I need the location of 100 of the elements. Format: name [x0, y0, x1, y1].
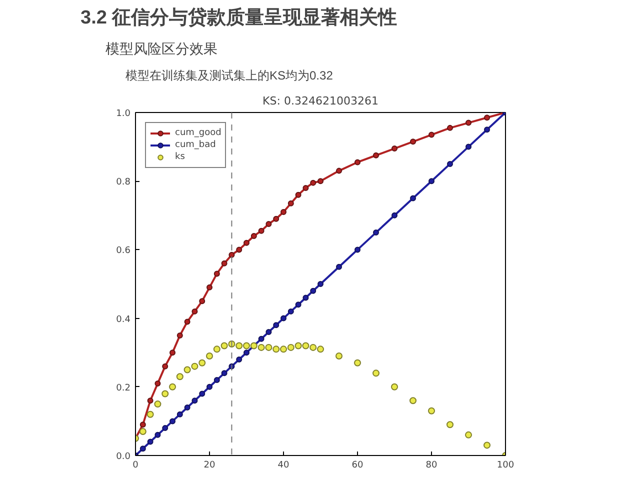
- point: [302, 294, 309, 301]
- x-tick-label: 100: [496, 460, 514, 470]
- legend-label: cum_bad: [175, 139, 216, 151]
- y-tick-label: 0.8: [116, 178, 131, 188]
- point: [336, 168, 342, 174]
- x-tick-label: 20: [204, 460, 216, 470]
- point: [244, 350, 250, 356]
- point: [146, 410, 154, 418]
- point: [191, 362, 198, 370]
- point: [318, 281, 324, 287]
- point: [354, 359, 361, 366]
- point: [410, 138, 416, 145]
- point: [466, 144, 472, 150]
- point: [236, 356, 242, 362]
- point: [243, 342, 250, 350]
- point: [214, 377, 220, 384]
- point: [287, 344, 294, 351]
- point: [310, 288, 316, 294]
- point: [484, 126, 490, 133]
- point: [198, 359, 206, 366]
- point: [354, 159, 360, 166]
- point: [392, 212, 398, 218]
- point: [302, 342, 310, 350]
- chart-subtitle: 模型风险区分效果: [106, 40, 218, 56]
- y-tick-label: 1.0: [116, 109, 131, 119]
- point: [213, 346, 220, 353]
- legend-label: ks: [175, 151, 186, 163]
- point: [273, 322, 280, 328]
- point: [228, 252, 235, 258]
- point: [272, 346, 280, 353]
- point: [221, 370, 228, 376]
- point: [140, 446, 146, 452]
- point: [250, 232, 257, 239]
- point: [318, 178, 324, 184]
- point: [354, 246, 360, 253]
- point: [266, 329, 272, 336]
- point: [176, 373, 184, 380]
- point: [317, 346, 324, 353]
- point: [373, 152, 379, 158]
- point: [214, 270, 220, 277]
- point: [170, 418, 176, 424]
- point: [147, 398, 154, 404]
- point: [192, 308, 198, 314]
- point: [220, 342, 228, 350]
- point: [280, 346, 287, 353]
- point: [466, 120, 472, 126]
- point: [199, 390, 206, 397]
- point: [265, 344, 272, 351]
- point: [206, 384, 212, 390]
- point: [236, 246, 242, 253]
- point: [295, 192, 302, 198]
- point: [447, 160, 453, 167]
- point: [170, 350, 176, 356]
- y-tick-label: 0.4: [116, 314, 131, 325]
- point: [192, 398, 198, 404]
- point: [154, 400, 162, 408]
- y-tick-label: 0.6: [116, 246, 131, 256]
- point: [410, 397, 416, 404]
- point: [310, 344, 317, 351]
- point: [288, 200, 294, 206]
- chart-title: 3.2 征信分与贷款质量呈现显著相关性: [80, 6, 398, 28]
- point: [176, 332, 183, 338]
- point: [280, 208, 286, 215]
- y-tick-label: 0.2: [116, 383, 131, 394]
- point: [266, 220, 272, 227]
- point: [184, 318, 190, 325]
- point: [244, 240, 250, 246]
- y-tick-label: 0.0: [116, 452, 131, 462]
- point: [373, 230, 379, 236]
- point: [199, 298, 206, 304]
- point: [258, 228, 264, 234]
- point: [184, 366, 191, 374]
- point: [446, 421, 454, 428]
- point: [169, 383, 176, 390]
- point: [258, 344, 265, 351]
- point: [258, 336, 264, 342]
- point: [410, 195, 416, 202]
- point: [140, 422, 146, 428]
- x-tick-label: 60: [352, 460, 364, 470]
- point: [428, 407, 435, 414]
- x-tick-label: 80: [426, 460, 438, 470]
- point: [154, 380, 161, 386]
- point: [447, 124, 453, 131]
- point: [206, 284, 212, 290]
- point: [372, 370, 380, 377]
- point: [162, 425, 168, 432]
- point: [484, 114, 490, 121]
- point: [162, 363, 168, 370]
- point: [154, 432, 161, 438]
- point: [280, 315, 286, 322]
- x-tick-label: 0: [132, 460, 139, 470]
- point: [294, 342, 302, 350]
- point: [162, 390, 169, 398]
- point: [391, 383, 398, 390]
- legend-label: cum_good: [175, 127, 222, 139]
- point: [392, 146, 398, 152]
- x-tick-label: 40: [278, 460, 290, 470]
- point: [484, 442, 490, 449]
- point: [206, 352, 213, 360]
- text: KS: 0.324621003261: [262, 94, 378, 108]
